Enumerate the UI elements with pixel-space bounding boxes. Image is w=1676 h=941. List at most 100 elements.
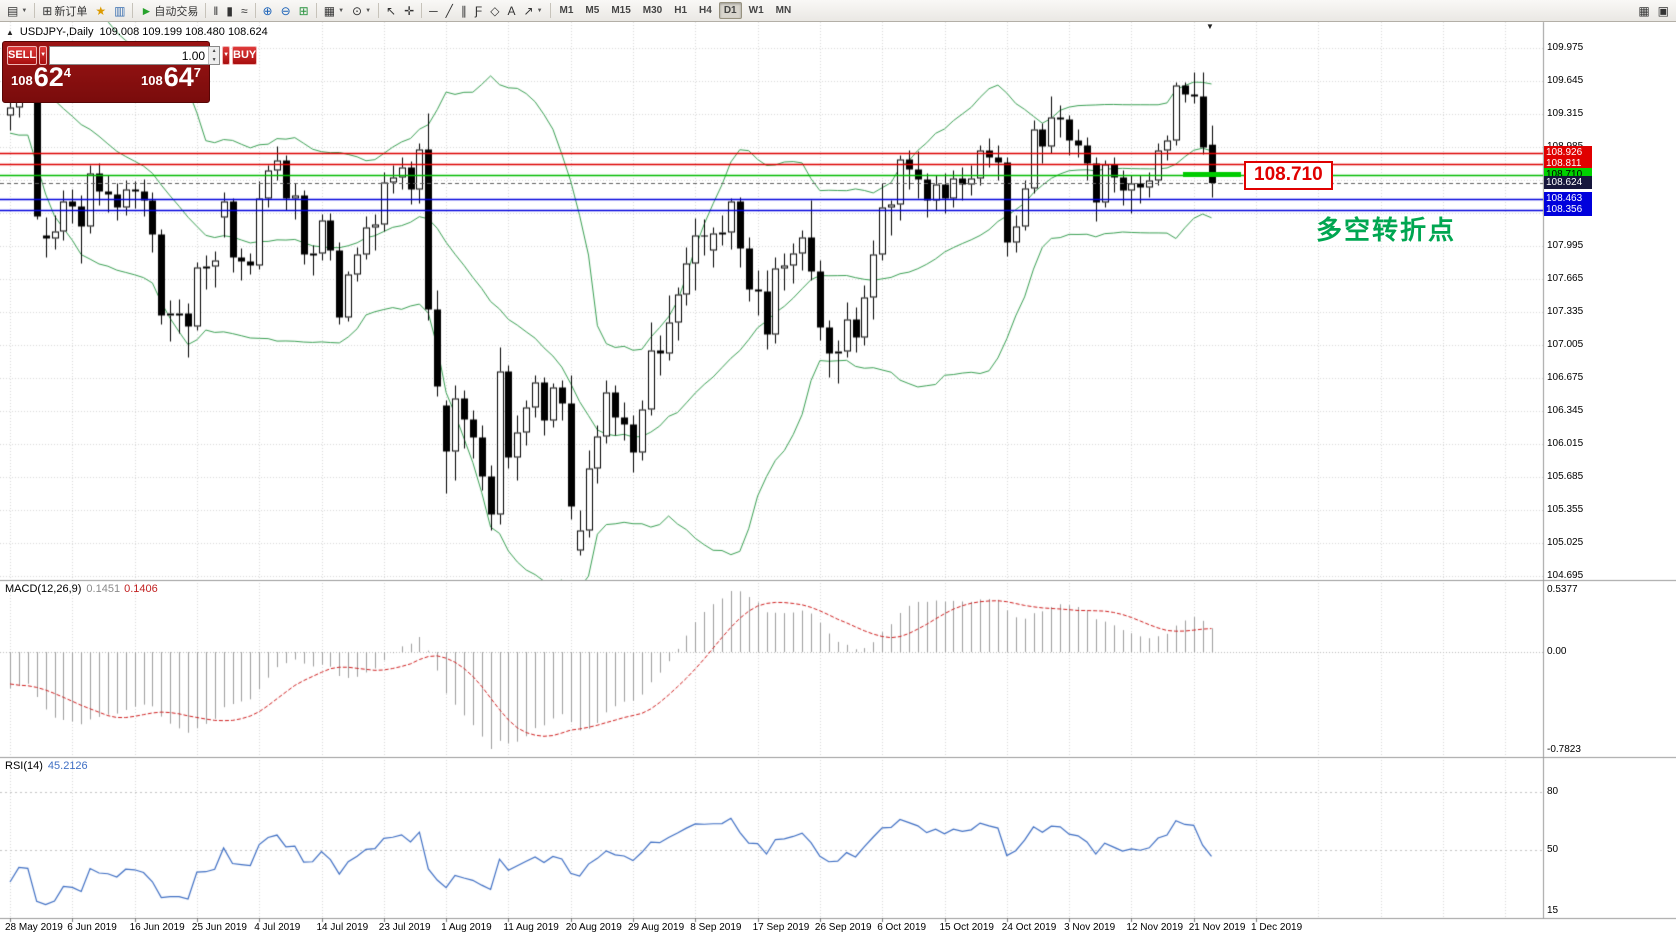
- date-axis-label: 6 Jun 2019: [67, 922, 117, 933]
- rsi-indicator-label: RSI(14) 45.2126: [5, 760, 88, 772]
- toolbar-separator: [132, 3, 134, 18]
- price-tick-label: 104.695: [1547, 570, 1584, 581]
- macd-name: MACD(12,26,9): [5, 583, 82, 595]
- timeframe-m5-button[interactable]: M5: [585, 5, 600, 16]
- crosshair-icon[interactable]: ✛: [404, 3, 415, 18]
- date-axis-label: 20 Aug 2019: [565, 922, 622, 933]
- timeframe-m15-button[interactable]: M15: [611, 5, 631, 16]
- templates-icon[interactable]: ▦ ▼: [323, 3, 345, 18]
- date-axis-label: 26 Sep 2019: [814, 922, 872, 933]
- timeframe-h4-button[interactable]: H4: [699, 5, 712, 16]
- date-axis-label: 3 Nov 2019: [1064, 922, 1116, 933]
- rsi-name: RSI(14): [5, 760, 43, 772]
- toolbar-separator: [205, 3, 207, 18]
- price-tick-label: 105.685: [1547, 471, 1584, 482]
- date-axis-label: 12 Nov 2019: [1126, 922, 1184, 933]
- price-callout-label[interactable]: 108.710: [1244, 160, 1333, 190]
- date-axis-label: 23 Jul 2019: [378, 922, 431, 933]
- price-tick-label: 107.005: [1547, 339, 1584, 350]
- price-tag-108811: 108.811: [1544, 157, 1592, 171]
- date-axis-label: 1 Aug 2019: [441, 922, 492, 933]
- timeframe-m30-button[interactable]: M30: [642, 5, 663, 16]
- arrow-objects-icon[interactable]: ↗ ▼: [523, 3, 543, 18]
- cursor-icon[interactable]: ↖: [386, 3, 397, 18]
- price-tag-108356: 108.356: [1544, 202, 1592, 216]
- timeframe-mn-button[interactable]: MN: [775, 5, 792, 16]
- price-tick-label: 107.665: [1547, 273, 1584, 284]
- price-tick-label: 109.315: [1547, 108, 1584, 119]
- chart-annotation-text[interactable]: 多空转折点: [1316, 215, 1457, 245]
- date-axis-label: 1 Dec 2019: [1251, 922, 1303, 933]
- trendline-icon[interactable]: ╱: [445, 3, 453, 18]
- rsi-value: 45.2126: [47, 760, 88, 772]
- price-tick-label: 105.355: [1547, 504, 1584, 515]
- one-click-collapse-icon[interactable]: ▲: [6, 27, 14, 37]
- date-axis-label: 29 Aug 2019: [628, 922, 685, 933]
- price-tick-label: 109.975: [1547, 42, 1584, 53]
- chart-symbol-period: USDJPY-,Daily: [19, 26, 94, 38]
- shapes-icon[interactable]: ◇: [490, 3, 500, 18]
- line-chart-icon[interactable]: ≈: [240, 3, 248, 18]
- toolbar-separator: [315, 3, 317, 18]
- rsi-scale-label-80: 80: [1547, 786, 1559, 797]
- rsi-scale-label-50: 50: [1547, 843, 1559, 855]
- sell-button[interactable]: SELL: [7, 46, 38, 65]
- price-tag-108926: 108.926: [1544, 145, 1592, 159]
- price-tick-label: 106.675: [1547, 372, 1584, 383]
- fibonacci-icon[interactable]: Ƒ: [474, 3, 483, 18]
- charts-window-icon[interactable]: ▤ ▼: [7, 3, 28, 18]
- timeframe-w1-button[interactable]: W1: [748, 5, 764, 16]
- volume-input[interactable]: [50, 47, 209, 64]
- toolbar-separator: [34, 3, 36, 18]
- one-click-trading-panel: SELL ▼ ▲ ▼ ▼ BUY 108 62 4 108 64 7: [2, 41, 258, 103]
- zoom-out-icon[interactable]: ⊖: [280, 3, 291, 18]
- chart-shift-marker[interactable]: ▼: [1206, 22, 1214, 31]
- zoom-in-icon[interactable]: ⊕: [262, 3, 273, 18]
- timeframe-h1-button[interactable]: H1: [674, 5, 688, 16]
- candlestick-chart-icon[interactable]: ▮: [226, 3, 233, 18]
- toolbar-separator: [378, 3, 380, 18]
- toolbar-separator: [254, 3, 256, 18]
- macd-scale-max-label: 0.5377: [1547, 584, 1578, 595]
- buy-options-caret-icon[interactable]: ▼: [222, 46, 231, 65]
- auto-trading-button[interactable]: ► 自动交易: [140, 3, 199, 18]
- channel-icon[interactable]: ∥: [460, 3, 467, 18]
- date-axis-label: 21 Nov 2019: [1188, 922, 1246, 933]
- volume-decrease-button[interactable]: ▼: [209, 55, 220, 64]
- price-tick-label: 106.345: [1547, 405, 1584, 416]
- toolbar-separator: [549, 3, 551, 18]
- timeframe-m1-button[interactable]: M1: [559, 5, 574, 16]
- price-tick-label: 106.015: [1547, 438, 1584, 449]
- volume-stepper: ▲ ▼: [208, 47, 220, 64]
- date-axis-label: 28 May 2019: [5, 922, 63, 933]
- top-toolbar: ▤ ▼ ⊞ 新订单 ★ ▥ ► 自动交易 ‖ ▮ ≈ ⊕ ⊖ ⊞ ▦ ▼ ⊙ ▼ ↖ ✛ ─ ╱ ∥ Ƒ ◇ A ↗ ▼ M1 M5 M15…: [0, 0, 1676, 22]
- chart-title: ▲ USDJPY-,Daily 109.008 109.199 108.480 …: [6, 26, 268, 38]
- macd-indicator-label: MACD(12,26,9) 0.1451 0.1406: [5, 583, 158, 595]
- cascade-windows-icon[interactable]: ▣: [1657, 3, 1669, 18]
- ask-price: 108 64 7: [141, 62, 201, 93]
- bid-price: 108 62 4: [11, 62, 71, 93]
- buy-button[interactable]: BUY: [232, 46, 258, 65]
- horizontal-line-icon[interactable]: ─: [429, 3, 438, 18]
- rsi-scale-label-15: 15: [1547, 905, 1559, 916]
- tile-windows-icon[interactable]: ▦: [1638, 3, 1650, 18]
- date-axis-label: 6 Oct 2019: [877, 922, 927, 933]
- bar-chart-icon[interactable]: ‖: [213, 3, 219, 18]
- new-order-button[interactable]: ⊞ 新订单: [42, 3, 88, 18]
- period-icon[interactable]: ⊙ ▼: [352, 3, 372, 18]
- sell-options-caret-icon[interactable]: ▼: [39, 46, 48, 65]
- macd-signal-value: 0.1406: [124, 583, 158, 595]
- chart-ohlc-values: 109.008 109.199 108.480 108.624: [99, 26, 268, 38]
- grid-icon[interactable]: ⊞: [298, 3, 309, 18]
- date-axis-label: 4 Jul 2019: [254, 922, 301, 933]
- toolbar-separator: [421, 3, 423, 18]
- alerts-icon[interactable]: ★: [95, 3, 107, 18]
- data-window-icon[interactable]: ▥: [114, 3, 126, 18]
- text-icon[interactable]: A: [507, 3, 516, 18]
- price-tick-label: 105.025: [1547, 537, 1584, 548]
- date-axis-label: 25 Jun 2019: [191, 922, 247, 933]
- timeframe-d1-button[interactable]: D1: [718, 2, 742, 19]
- date-axis-label: 14 Jul 2019: [316, 922, 369, 933]
- volume-increase-button[interactable]: ▲: [209, 47, 220, 56]
